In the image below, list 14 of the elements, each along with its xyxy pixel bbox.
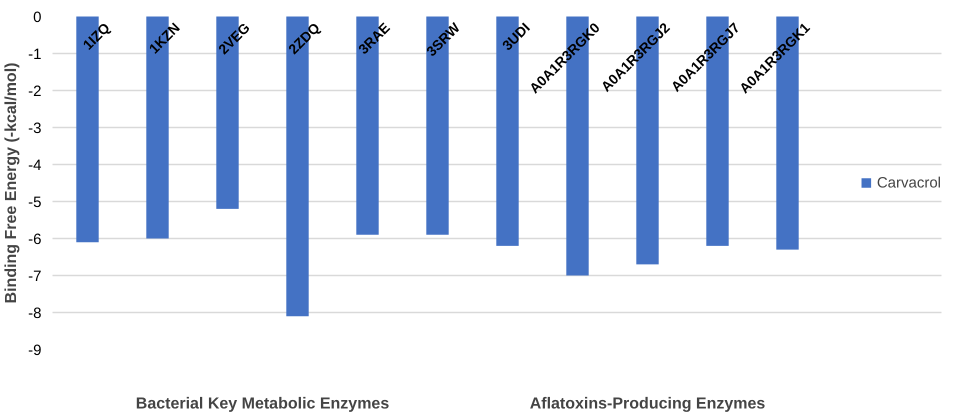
y-tick-label: -1	[28, 46, 42, 63]
y-tick-label: 0	[33, 9, 42, 26]
text: Aflatoxins-Producing Enzymes	[530, 396, 766, 412]
y-tick-label: -5	[28, 194, 42, 211]
y-tick-label: -8	[28, 305, 42, 322]
y-tick-label: -3	[28, 120, 42, 137]
y-axis-title: Binding Free Energy (-kcal/mol)	[3, 62, 20, 304]
y-tick-label: -2	[28, 83, 42, 100]
y-tick-label: -4	[28, 157, 42, 174]
legend-label: Carvacrol	[876, 174, 941, 191]
y-tick-label: -6	[28, 231, 42, 248]
text: Bacterial Key Metabolic Enzymes	[136, 396, 390, 412]
y-tick-label: -7	[28, 268, 42, 285]
y-tick-label: -9	[28, 342, 42, 359]
